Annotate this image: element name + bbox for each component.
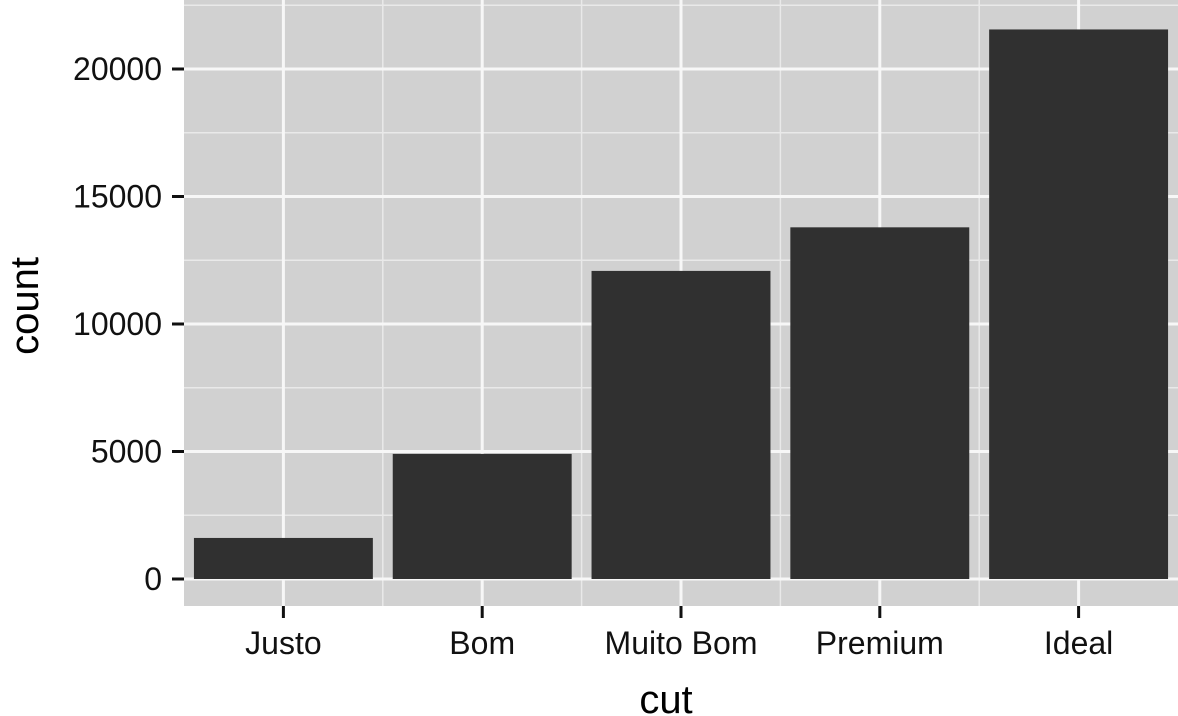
- y-tick-label-5000: 5000: [91, 434, 162, 470]
- x-axis: Justo Bom Muito Bom Premium Ideal: [245, 606, 1113, 661]
- y-axis-title: count: [3, 257, 47, 355]
- bar-premium: [790, 227, 970, 579]
- y-tick-label-20000: 20000: [73, 51, 162, 87]
- x-tick-label-premium: Premium: [816, 625, 944, 661]
- y-tick-label-0: 0: [144, 561, 162, 597]
- y-tick-label-15000: 15000: [73, 179, 162, 215]
- x-tick-label-bom: Bom: [449, 625, 515, 661]
- y-axis: 0 5000 10000 15000 20000: [73, 51, 184, 597]
- x-tick-label-ideal: Ideal: [1044, 625, 1113, 661]
- bar-justo: [193, 537, 373, 579]
- bar-ideal: [989, 29, 1169, 579]
- x-tick-label-justo: Justo: [245, 625, 321, 661]
- bar-muito-bom: [591, 270, 771, 579]
- bars: [193, 29, 1169, 579]
- bar-bom: [392, 453, 572, 579]
- x-tick-label-muito-bom: Muito Bom: [605, 625, 758, 661]
- y-tick-label-10000: 10000: [73, 306, 162, 342]
- x-axis-title: cut: [639, 678, 692, 716]
